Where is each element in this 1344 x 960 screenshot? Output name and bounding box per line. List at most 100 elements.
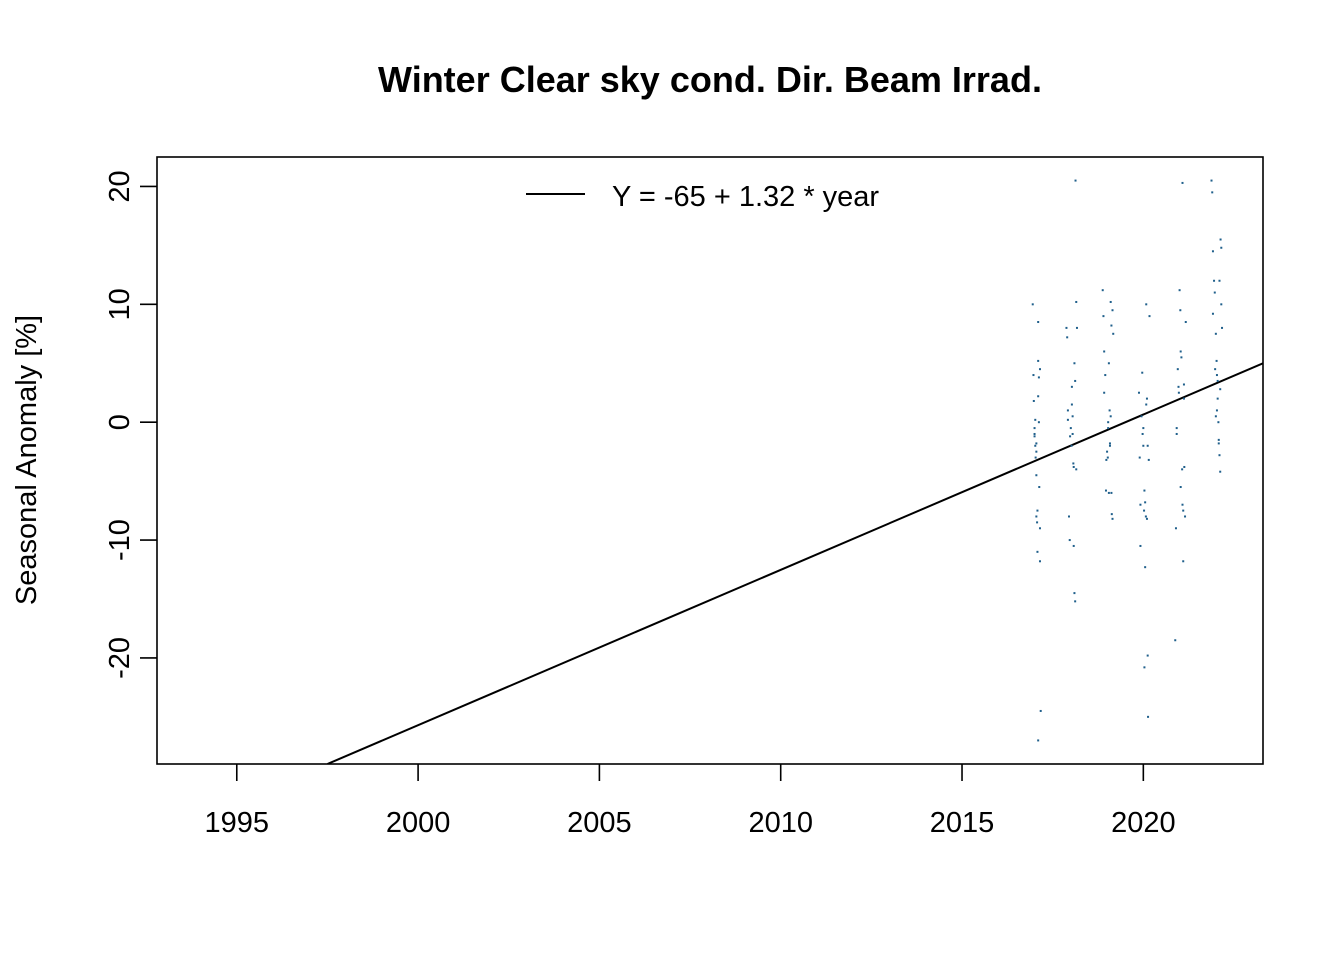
data-point bbox=[1210, 179, 1213, 182]
x-axis: 1995 2000 2005 2010 2015 2020 bbox=[205, 764, 1176, 839]
x-tick-label: 2010 bbox=[748, 807, 813, 839]
data-point bbox=[1036, 550, 1039, 553]
data-point bbox=[1038, 527, 1041, 530]
data-point bbox=[1072, 462, 1075, 465]
data-point bbox=[1075, 468, 1078, 471]
data-point bbox=[1175, 432, 1178, 435]
data-point bbox=[1070, 403, 1073, 406]
data-point bbox=[1070, 444, 1073, 447]
data-point bbox=[1138, 456, 1141, 459]
data-point bbox=[1182, 383, 1185, 386]
data-point bbox=[1213, 279, 1216, 282]
data-point bbox=[1182, 509, 1185, 512]
data-point bbox=[1213, 291, 1216, 294]
data-point bbox=[1071, 432, 1074, 435]
data-point bbox=[1147, 458, 1150, 461]
data-point bbox=[1036, 521, 1039, 524]
data-point bbox=[1176, 368, 1179, 371]
data-point bbox=[1217, 438, 1220, 441]
data-point bbox=[1031, 303, 1034, 306]
data-point bbox=[1108, 442, 1111, 445]
data-point bbox=[1183, 465, 1186, 468]
data-point bbox=[1181, 503, 1184, 506]
data-point bbox=[1146, 654, 1149, 657]
data-point bbox=[1145, 397, 1148, 400]
data-point bbox=[1179, 486, 1182, 489]
data-point bbox=[1074, 379, 1077, 382]
data-point bbox=[1037, 739, 1040, 742]
plot-area bbox=[327, 179, 1263, 764]
data-point bbox=[1039, 709, 1042, 712]
data-point bbox=[1182, 397, 1185, 400]
data-point bbox=[1145, 517, 1148, 520]
data-point bbox=[1104, 489, 1107, 492]
data-point bbox=[1038, 486, 1041, 489]
data-point bbox=[1037, 359, 1040, 362]
data-point bbox=[1066, 409, 1069, 412]
data-point bbox=[1035, 450, 1038, 453]
data-point bbox=[1036, 509, 1039, 512]
data-point bbox=[1211, 312, 1214, 315]
data-point bbox=[1180, 356, 1183, 359]
data-point bbox=[1148, 315, 1151, 318]
data-point bbox=[1074, 179, 1077, 182]
data-point bbox=[1065, 326, 1068, 329]
data-point bbox=[1218, 279, 1221, 282]
data-point bbox=[1112, 332, 1115, 335]
data-point bbox=[1214, 368, 1217, 371]
data-point bbox=[1073, 592, 1076, 595]
data-point bbox=[1071, 415, 1074, 418]
data-point bbox=[1101, 289, 1104, 292]
data-point bbox=[1111, 309, 1114, 312]
data-point bbox=[1211, 250, 1214, 253]
legend-entry-label: Y = -65 + 1.32 * year bbox=[612, 181, 879, 213]
y-tick-label: 20 bbox=[104, 170, 136, 202]
x-tick-label: 2000 bbox=[386, 807, 451, 839]
data-point bbox=[1034, 418, 1037, 421]
data-point bbox=[1179, 350, 1182, 353]
data-point bbox=[1110, 513, 1113, 516]
data-point bbox=[1102, 315, 1105, 318]
data-point bbox=[1143, 509, 1146, 512]
data-point bbox=[1181, 181, 1184, 184]
data-point bbox=[1111, 517, 1114, 520]
data-point bbox=[1106, 450, 1109, 453]
data-point bbox=[1144, 566, 1147, 569]
data-point bbox=[1066, 336, 1069, 339]
data-point bbox=[1038, 560, 1041, 563]
data-point bbox=[1103, 391, 1106, 394]
data-point bbox=[1137, 391, 1140, 394]
data-point bbox=[1038, 368, 1041, 371]
data-point bbox=[1144, 501, 1147, 504]
data-point bbox=[1144, 515, 1147, 518]
data-point bbox=[1037, 421, 1040, 424]
data-point bbox=[1108, 444, 1111, 447]
data-point bbox=[1178, 289, 1181, 292]
x-tick-label: 2015 bbox=[930, 807, 995, 839]
data-point bbox=[1219, 470, 1222, 473]
data-point bbox=[1103, 350, 1106, 353]
data-point bbox=[1216, 397, 1219, 400]
data-point bbox=[1211, 191, 1214, 194]
data-point bbox=[1142, 444, 1145, 447]
data-point bbox=[1068, 539, 1071, 542]
data-point bbox=[1105, 458, 1108, 461]
data-point bbox=[1219, 238, 1222, 241]
data-point bbox=[1067, 515, 1070, 518]
data-point bbox=[1033, 435, 1036, 438]
data-point bbox=[1214, 415, 1217, 418]
y-tick-label: 10 bbox=[104, 288, 136, 320]
data-point bbox=[1142, 427, 1145, 430]
data-point bbox=[1033, 432, 1036, 435]
data-point bbox=[1177, 385, 1180, 388]
data-point bbox=[1104, 374, 1107, 377]
data-point bbox=[1174, 639, 1177, 642]
data-point bbox=[1110, 324, 1113, 327]
data-point bbox=[1218, 454, 1221, 457]
x-tick-label: 2020 bbox=[1111, 807, 1176, 839]
data-point bbox=[1037, 395, 1040, 398]
data-point bbox=[1147, 715, 1150, 718]
data-point bbox=[1215, 409, 1218, 412]
data-point bbox=[1175, 427, 1178, 430]
